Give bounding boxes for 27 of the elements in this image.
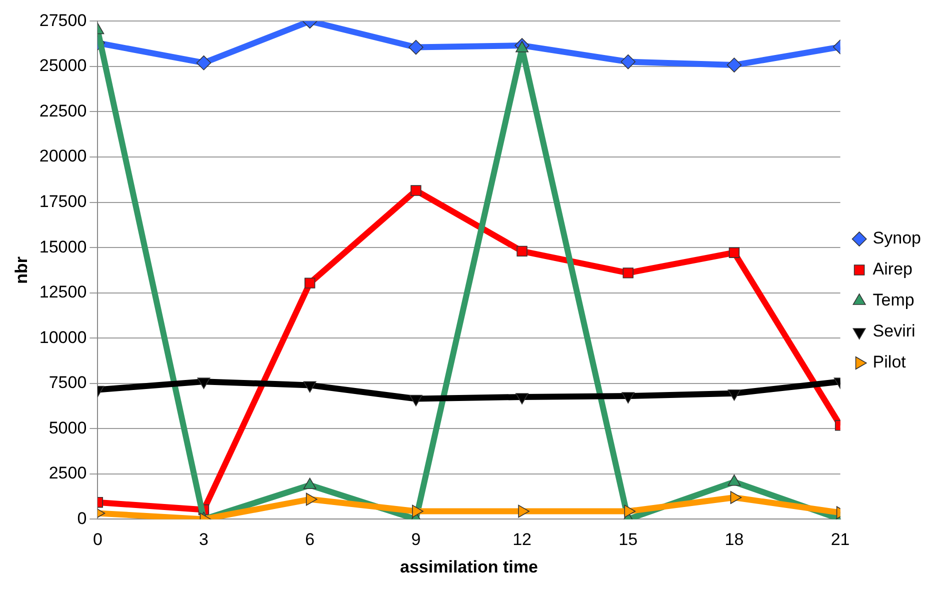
y-tick-label: 10000: [39, 328, 87, 347]
x-axis-title: assimilation time: [400, 557, 538, 576]
x-tick-label: 21: [830, 530, 850, 550]
y-tick-label: 27500: [39, 10, 87, 30]
y-tick-label: 20000: [39, 146, 87, 166]
x-tick-label: 6: [305, 530, 315, 550]
y-tick-label: 17500: [39, 192, 87, 211]
y-axis-title: nbr: [12, 256, 31, 284]
y-tick-label: 0: [77, 508, 87, 528]
y-tick-label: 2500: [48, 464, 87, 483]
x-tick-label: 12: [512, 530, 532, 550]
legend-label: Temp: [872, 290, 914, 310]
y-tick-label: 12500: [39, 282, 87, 302]
x-tick-label: 0: [92, 530, 102, 550]
legend-label: Pilot: [872, 352, 906, 372]
x-tick-label: 3: [199, 530, 208, 550]
y-tick-label: 22500: [39, 101, 87, 120]
legend-label: Seviri: [872, 322, 916, 341]
x-tick-label: 15: [618, 530, 638, 550]
x-tick-label: 18: [724, 530, 744, 550]
y-tick-label: 7500: [48, 373, 87, 392]
legend-label: Synop: [872, 228, 921, 248]
y-tick-label: 5000: [48, 418, 87, 438]
y-tick-label: 15000: [39, 237, 87, 256]
x-tick-label: 9: [411, 530, 421, 550]
y-tick-label: 25000: [39, 56, 87, 76]
legend-label: Airep: [872, 260, 912, 279]
